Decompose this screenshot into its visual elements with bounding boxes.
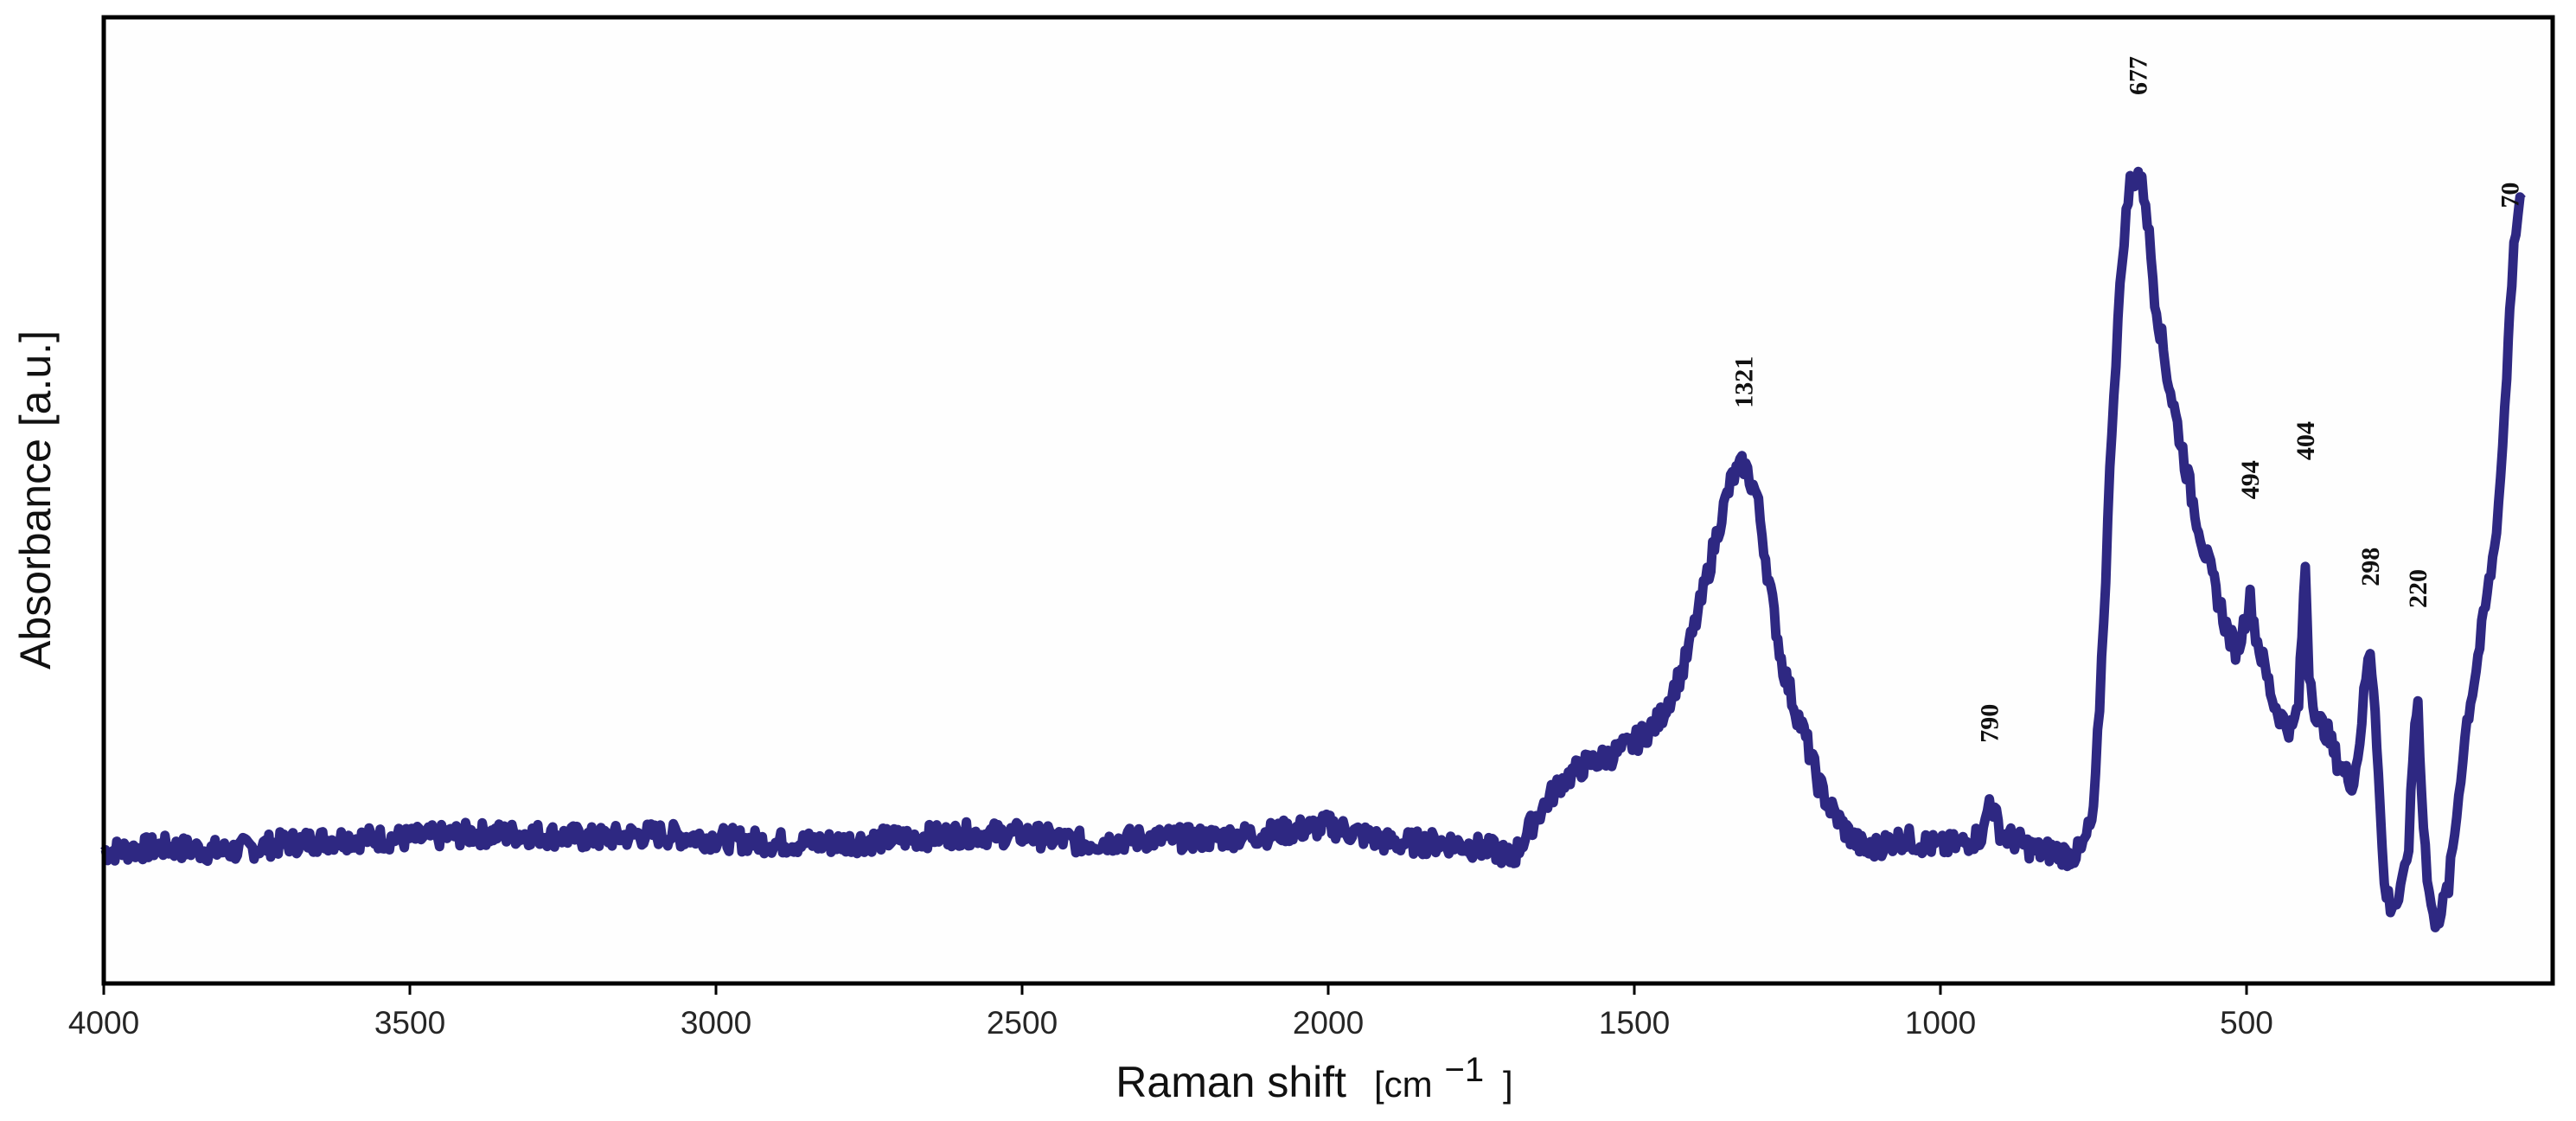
x-tick-label: 1500 <box>1599 1005 1670 1041</box>
x-axis-ticks: 4000 3500 3000 2500 2000 1500 1000 500 <box>68 983 2273 1041</box>
peak-label: 677 <box>2125 56 2153 95</box>
x-tick-label: 3500 <box>374 1005 445 1041</box>
x-axis-unit-base: [cm <box>1374 1064 1433 1105</box>
spectrum-line <box>100 166 2526 932</box>
peak-label: 1321 <box>1730 356 1759 408</box>
peak-label: 494 <box>2236 460 2265 499</box>
x-tick-label: 2500 <box>987 1005 1058 1041</box>
x-axis-unit-close: ] <box>1503 1064 1513 1105</box>
x-tick-label: 500 <box>2220 1005 2273 1041</box>
series-layer <box>100 166 2526 932</box>
peak-label: 404 <box>2292 421 2320 460</box>
x-tick-label: 2000 <box>1293 1005 1364 1041</box>
x-axis-title: Raman shift [cm −1 ] <box>1115 1042 1512 1106</box>
x-tick-label: 1000 <box>1905 1005 1976 1041</box>
peak-annotations: 1321 790 677 494 404 298 220 70 <box>1730 56 2525 743</box>
peak-label: 220 <box>2404 569 2432 608</box>
peak-label: 298 <box>2356 548 2385 586</box>
x-axis-unit-exponent: −1 <box>1445 1051 1485 1089</box>
y-axis-title: Absorbance [a.u.] <box>11 330 60 669</box>
x-tick-label: 4000 <box>68 1005 139 1041</box>
peak-label: 790 <box>1976 704 2004 743</box>
x-tick-label: 3000 <box>681 1005 751 1041</box>
x-axis-title-text: Raman shift <box>1115 1058 1346 1106</box>
peak-label: 70 <box>2496 183 2524 208</box>
